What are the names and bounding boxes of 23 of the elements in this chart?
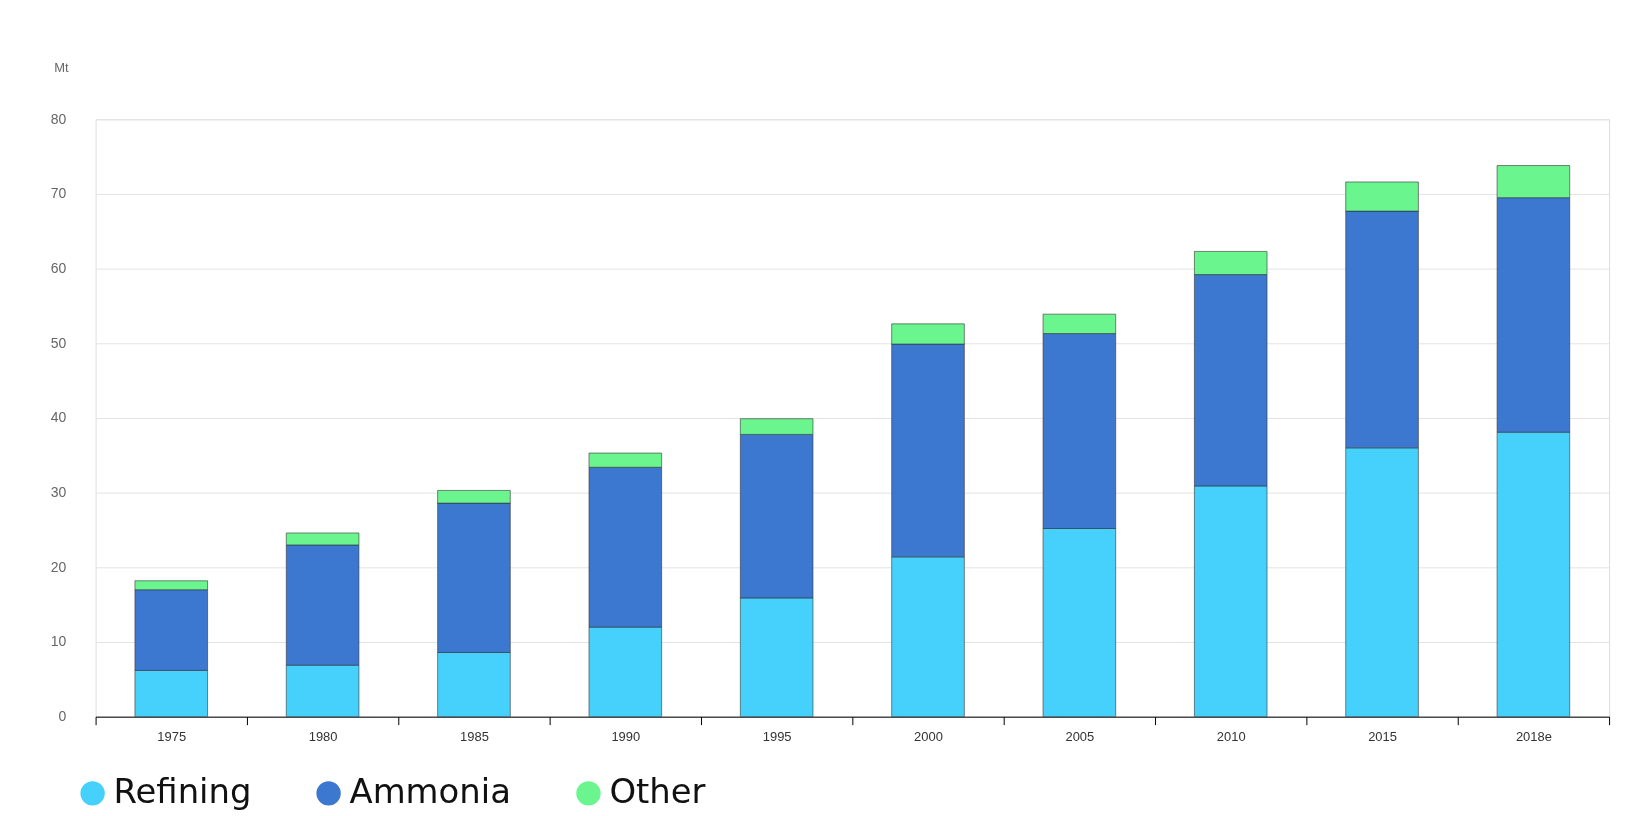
y-tick-label: 50 <box>50 334 67 351</box>
legend-label: Refining <box>113 772 252 812</box>
legend-label: Other <box>609 772 706 812</box>
y-tick-label: 20 <box>50 558 67 575</box>
y-tick-label: 40 <box>50 409 67 426</box>
x-tick-label: 2005 <box>1065 729 1095 745</box>
x-tick-label: 2010 <box>1216 729 1246 745</box>
y-tick-label: 30 <box>50 484 67 501</box>
x-tick-label: 1990 <box>611 729 641 745</box>
x-tick-label: 1980 <box>308 729 338 745</box>
x-tick-label: 1995 <box>762 729 792 745</box>
y-tick-label: 10 <box>50 633 67 650</box>
x-tick-label: 1985 <box>460 729 489 745</box>
x-tick-label: 2000 <box>914 729 943 745</box>
x-tick-label: 2018e <box>1515 729 1552 745</box>
x-tick-label: 2015 <box>1368 729 1397 745</box>
y-axis-title: Mt <box>54 59 70 75</box>
legend-label: Ammonia <box>349 772 511 812</box>
x-tick-label: 1975 <box>157 729 187 745</box>
y-tick-label: 70 <box>50 185 67 202</box>
y-tick-label: 80 <box>50 110 67 127</box>
y-tick-label: 0 <box>58 708 67 725</box>
y-tick-label: 60 <box>50 260 67 277</box>
